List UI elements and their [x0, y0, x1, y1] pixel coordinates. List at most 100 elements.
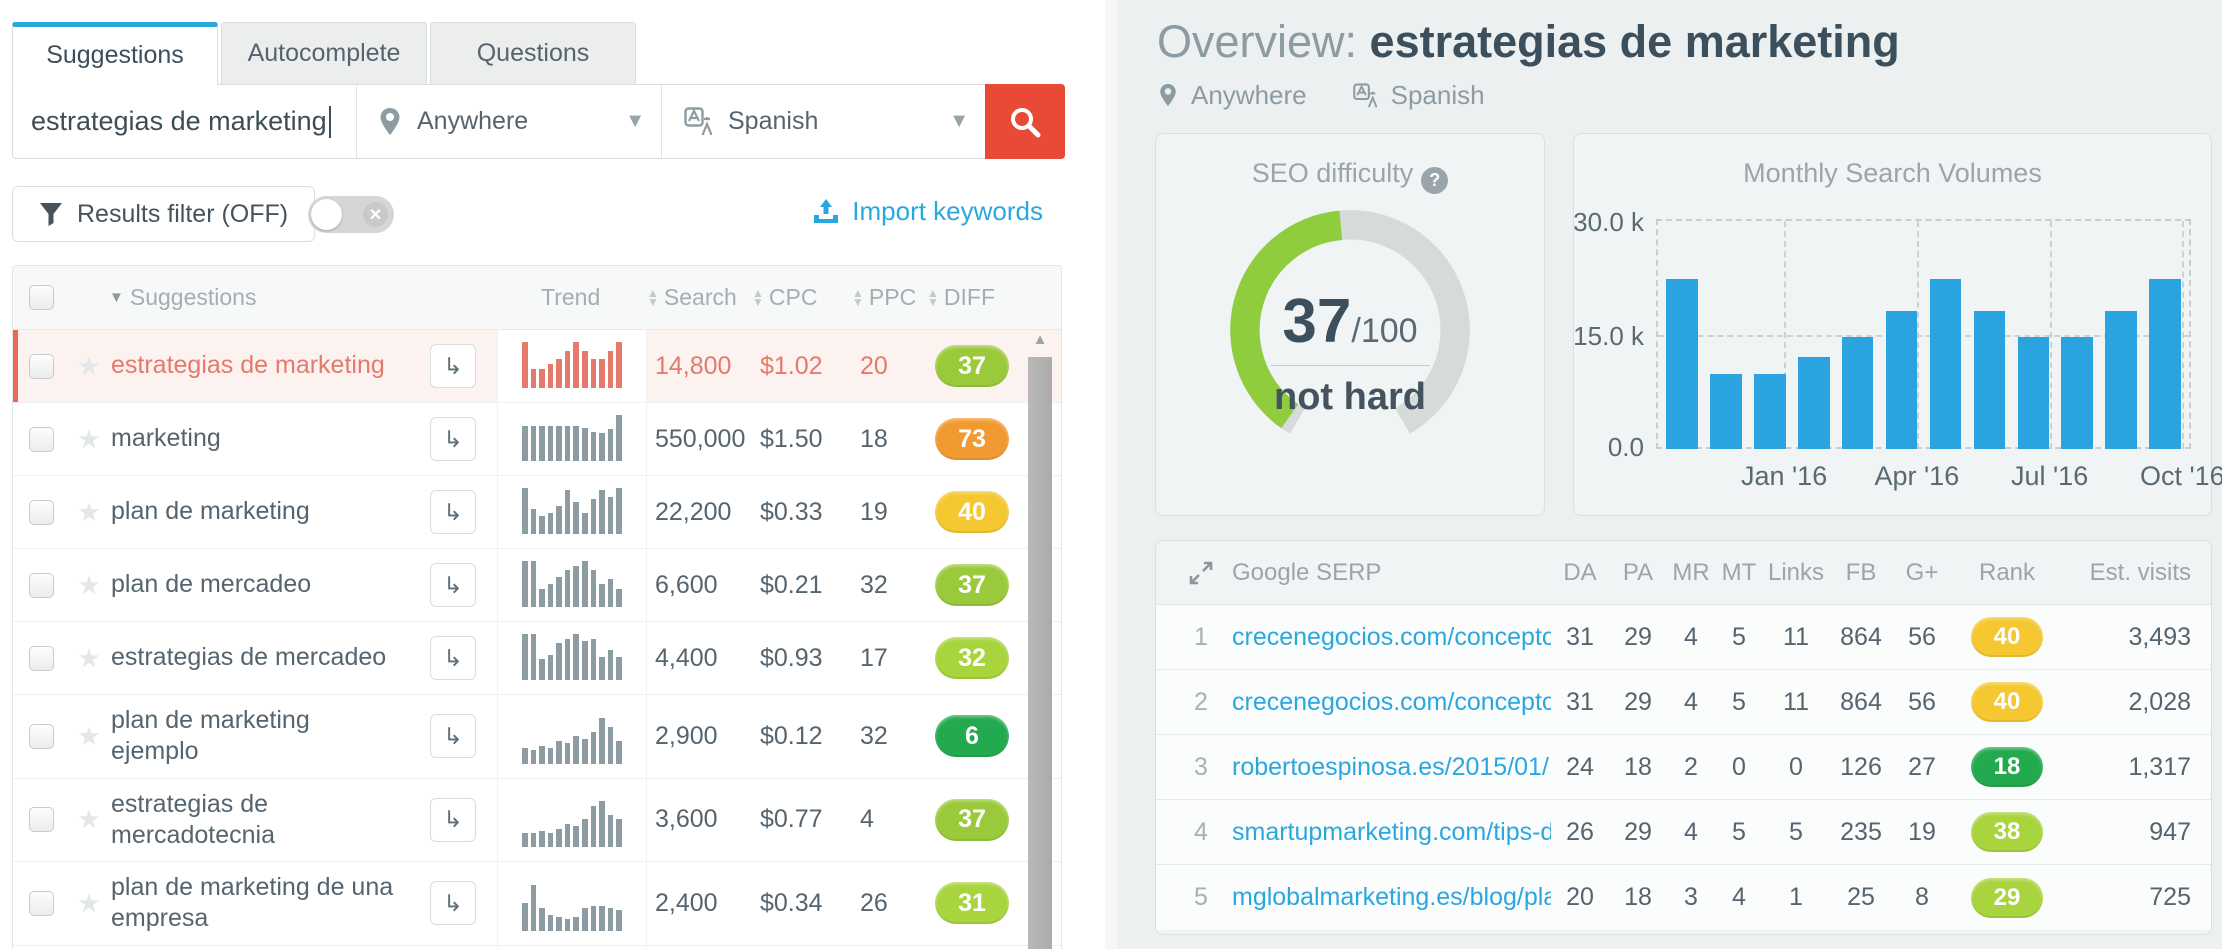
favorite-star-icon[interactable]: ★ [77, 350, 101, 381]
pa-value: 18 [1624, 883, 1652, 911]
da-value: 24 [1566, 752, 1594, 781]
column-header-diff[interactable]: ▲ ▼ DIFF [927, 284, 995, 310]
serp-url-link[interactable]: mglobalmarketing.es/blog/plan-d... [1232, 883, 1551, 911]
scrollbar-thumb[interactable] [1028, 357, 1052, 949]
links-value: 11 [1783, 687, 1809, 716]
column-header-cpc[interactable]: ▲ ▼ CPC [752, 284, 818, 310]
favorite-star-icon[interactable]: ★ [77, 887, 101, 918]
import-keywords-link[interactable]: Import keywords [812, 196, 1043, 227]
open-keyword-button[interactable]: ↳ [430, 417, 476, 461]
overview-prefix: Overview: [1157, 16, 1370, 67]
favorite-star-icon[interactable]: ★ [77, 804, 101, 835]
serp-url-link[interactable]: smartupmarketing.com/tips-de-e... [1232, 817, 1551, 846]
favorite-star-icon[interactable]: ★ [77, 569, 101, 600]
row-checkbox[interactable] [28, 645, 54, 671]
open-keyword-button[interactable]: ↳ [430, 636, 476, 680]
row-checkbox[interactable] [28, 890, 54, 916]
pa-value: 29 [1624, 622, 1652, 651]
links-value: 5 [1789, 817, 1803, 846]
serp-row: 1 crecenegocios.com/concepto-y-ej... 31 … [1156, 605, 2211, 670]
row-checkbox[interactable] [28, 426, 54, 452]
keyword-text[interactable]: estrategias de marketing [111, 351, 385, 380]
trend-sparkline [522, 415, 622, 461]
open-keyword-button[interactable]: ↳ [430, 714, 476, 759]
mr-value: 4 [1684, 622, 1698, 651]
column-header-search[interactable]: ▲ ▼ Search [647, 284, 737, 310]
row-checkbox[interactable] [28, 499, 54, 525]
search-volume-value: 2,900 [655, 721, 718, 750]
serp-url-link[interactable]: crecenegocios.com/concepto-y-ej... [1232, 687, 1551, 716]
row-checkbox[interactable] [28, 572, 54, 598]
keyword-row[interactable]: ★ plan de marketing ejemplo ↳ 2,900 $0.1… [13, 695, 1061, 779]
est-visits-value: 2,028 [2128, 687, 2191, 716]
row-checkbox[interactable] [28, 807, 54, 833]
keyword-row[interactable]: ★ estrategias de mercadeo ↳ 4,400 $0.93 … [13, 622, 1061, 695]
search-volume-value: 4,400 [655, 643, 718, 672]
language-select[interactable]: Spanish ▼ [661, 85, 985, 158]
favorite-star-icon[interactable]: ★ [77, 496, 101, 527]
est-visits-value: 3,493 [2128, 622, 2191, 651]
location-select[interactable]: Anywhere ▼ [356, 85, 661, 158]
column-header-suggestions[interactable]: ▼ Suggestions [109, 284, 257, 310]
keyword-row[interactable]: ★ plan de marketing de una empresa ↳ 2,4… [13, 862, 1061, 946]
search-bar: estrategias de marketing Anywhere ▼ Span… [12, 84, 1065, 159]
column-header-ppc[interactable]: ▲ ▼ PPC [852, 284, 917, 310]
volume-bar [1836, 221, 1880, 449]
cpc-value: $0.93 [760, 643, 823, 672]
est-visits-value: 725 [2149, 883, 2191, 911]
serp-row: 4 smartupmarketing.com/tips-de-e... 26 2… [1156, 800, 2211, 865]
scrollbar-up-arrow[interactable]: ▲ [1032, 331, 1048, 348]
tab-questions[interactable]: Questions [430, 22, 636, 85]
x-axis-tick-label: Jan '16 [1740, 461, 1828, 491]
keyword-text[interactable]: plan de mercadeo [111, 570, 312, 599]
results-filter-button[interactable]: Results filter (OFF) [12, 186, 316, 242]
keyword-row[interactable]: ★ estrategias de mercadotecnia ↳ 3,600 $… [13, 778, 1061, 862]
row-checkbox[interactable] [28, 353, 54, 379]
open-keyword-button[interactable]: ↳ [430, 563, 476, 607]
search-button[interactable] [985, 84, 1065, 159]
open-keyword-button[interactable]: ↳ [430, 881, 476, 926]
serp-url-link[interactable]: robertoespinosa.es/2015/01/16/e... [1232, 752, 1551, 781]
seo-difficulty-gauge: 37/100 not hard [1220, 200, 1480, 460]
keyword-row[interactable]: ★ estrategias de marketing ↳ 14,800 $1.0… [13, 330, 1061, 403]
column-header-da: DA [1563, 558, 1597, 586]
seo-score-denominator: /100 [1351, 312, 1418, 350]
expand-icon[interactable] [1170, 560, 1232, 586]
keyword-row[interactable]: ★ marketing ↳ 550,000 $1.50 18 73 [13, 403, 1061, 476]
trend-cell [497, 403, 647, 475]
ppc-value: 20 [860, 351, 888, 380]
y-axis-tick-label: 15.0 k [1573, 321, 1644, 351]
keyword-text[interactable]: plan de marketing [111, 497, 310, 526]
open-keyword-button[interactable]: ↳ [430, 797, 476, 842]
results-filter-toggle[interactable]: ✕ [308, 196, 394, 233]
serp-row: 2 crecenegocios.com/concepto-y-ej... 31 … [1156, 670, 2211, 735]
favorite-star-icon[interactable]: ★ [77, 423, 101, 454]
keyword-text[interactable]: plan de marketing de una empresa [111, 873, 394, 933]
keyword-text[interactable]: plan de marketing ejemplo [111, 706, 310, 766]
keyword-text[interactable]: estrategias de mercadotecnia [111, 789, 275, 849]
keyword-text[interactable]: estrategias de mercadeo [111, 643, 387, 672]
favorite-star-icon[interactable]: ★ [77, 642, 101, 673]
search-volume-value: 3,600 [655, 805, 718, 834]
open-keyword-button[interactable]: ↳ [430, 344, 476, 388]
open-keyword-button[interactable]: ↳ [430, 490, 476, 534]
help-icon[interactable]: ? [1421, 167, 1449, 194]
row-checkbox[interactable] [28, 723, 54, 749]
select-all-checkbox[interactable] [28, 285, 54, 310]
fb-value: 126 [1840, 752, 1882, 781]
tab-autocomplete[interactable]: Autocomplete [221, 22, 427, 85]
serp-url-link[interactable]: crecenegocios.com/concepto-y-ej... [1232, 622, 1551, 651]
tab-suggestions[interactable]: Suggestions [12, 22, 218, 85]
table-scrollbar[interactable]: ▲ [1027, 331, 1053, 949]
keyword-text[interactable]: marketing [111, 424, 221, 453]
ppc-value: 32 [860, 721, 888, 750]
keyword-row[interactable]: ★ plan de mercadeo ↳ 6,600 $0.21 32 37 [13, 549, 1061, 622]
keyword-search-input[interactable]: estrategias de marketing [13, 85, 356, 158]
keyword-row[interactable]: ★ ↳ [13, 945, 1061, 949]
trend-sparkline [522, 884, 622, 931]
keyword-suggestions-table: ▼ Suggestions Trend ▲ ▼ Search ▲ ▼ CPC ▲ ▼ PPC… [12, 265, 1062, 949]
location-pin-icon [380, 107, 400, 135]
cpc-value: $0.33 [760, 497, 823, 526]
keyword-row[interactable]: ★ plan de marketing ↳ 22,200 $0.33 19 40 [13, 476, 1061, 549]
favorite-star-icon[interactable]: ★ [77, 720, 101, 751]
